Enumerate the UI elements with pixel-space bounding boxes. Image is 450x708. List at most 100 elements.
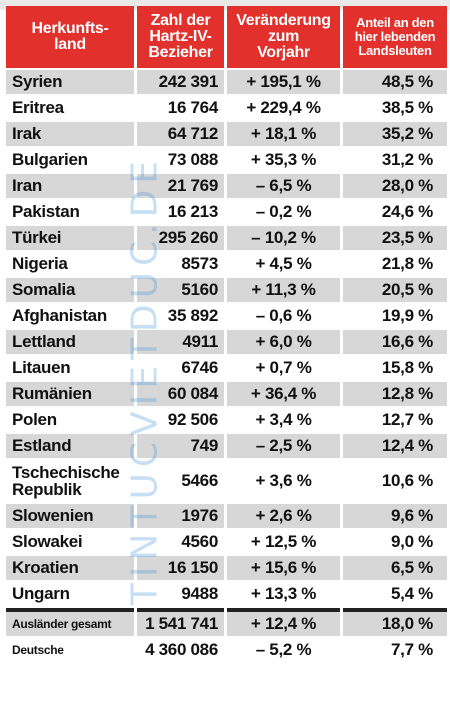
count-cell: 1 541 741 <box>137 608 224 636</box>
share-cell: 7,7 % <box>343 638 447 662</box>
change-cell: + 12,5 % <box>227 530 340 554</box>
count-cell: 92 506 <box>137 408 224 432</box>
count-cell: 295 260 <box>137 226 224 250</box>
count-cell: 35 892 <box>137 304 224 328</box>
change-cell: + 13,3 % <box>227 582 340 606</box>
table-row: Somalia 5160 + 11,3 % 20,5 % <box>6 278 447 302</box>
share-cell: 12,4 % <box>343 434 447 458</box>
change-cell: + 18,1 % <box>227 122 340 146</box>
share-cell: 24,6 % <box>343 200 447 224</box>
table-header-row: Herkunfts-land Zahl der Hartz-IV- Bezieher… <box>6 6 447 68</box>
count-cell: 4 360 086 <box>137 638 224 662</box>
country-cell: Deutsche <box>6 638 134 662</box>
change-cell: + 11,3 % <box>227 278 340 302</box>
table-row: Tschechische Republik 5466 + 3,6 % 10,6 % <box>6 460 447 502</box>
change-cell: – 10,2 % <box>227 226 340 250</box>
count-cell: 9488 <box>137 582 224 606</box>
table-totals: Ausländer gesamt 1 541 741 + 12,4 % 18,0 % D… <box>6 608 447 662</box>
table-row: Litauen 6746 + 0,7 % 15,8 % <box>6 356 447 380</box>
change-cell: + 229,4 % <box>227 96 340 120</box>
data-table: Herkunfts-land Zahl der Hartz-IV- Bezieher… <box>3 4 450 664</box>
table-row: Pakistan 16 213– 0,2 % 24,6 % <box>6 200 447 224</box>
share-cell: 6,5 % <box>343 556 447 580</box>
header-country: Herkunfts-land <box>6 6 134 68</box>
table-row: Slowenien 1976 + 2,6 % 9,6 % <box>6 504 447 528</box>
country-cell: Kroatien <box>6 556 134 580</box>
change-cell: + 15,6 % <box>227 556 340 580</box>
table-row: Rumänien 60 084 + 36,4 % 12,8 % <box>6 382 447 406</box>
table-row: Polen 92 506 + 3,4 % 12,7 % <box>6 408 447 432</box>
table-row: Türkei 295 260– 10,2 % 23,5 % <box>6 226 447 250</box>
table-row: Slowakei 4560 + 12,5 % 9,0 % <box>6 530 447 554</box>
share-cell: 20,5 % <box>343 278 447 302</box>
count-cell: 5160 <box>137 278 224 302</box>
count-cell: 4911 <box>137 330 224 354</box>
count-cell: 16 213 <box>137 200 224 224</box>
country-cell: Afghanistan <box>6 304 134 328</box>
share-cell: 38,5 % <box>343 96 447 120</box>
count-cell: 16 150 <box>137 556 224 580</box>
change-cell: + 2,6 % <box>227 504 340 528</box>
change-cell: + 6,0 % <box>227 330 340 354</box>
change-cell: – 0,2 % <box>227 200 340 224</box>
country-cell: Rumänien <box>6 382 134 406</box>
header-change: Veränderung zum Vorjahr <box>227 6 340 68</box>
count-cell: 242 391 <box>137 70 224 94</box>
count-cell: 64 712 <box>137 122 224 146</box>
count-cell: 5466 <box>137 460 224 502</box>
change-cell: + 195,1 % <box>227 70 340 94</box>
table-row: Syrien 242 391 + 195,1 % 48,5 % <box>6 70 447 94</box>
count-cell: 1976 <box>137 504 224 528</box>
table-row: Estland 749– 2,5 % 12,4 % <box>6 434 447 458</box>
header-count: Zahl der Hartz-IV- Bezieher <box>137 6 224 68</box>
share-cell: 18,0 % <box>343 608 447 636</box>
share-cell: 19,9 % <box>343 304 447 328</box>
share-cell: 31,2 % <box>343 148 447 172</box>
count-cell: 4560 <box>137 530 224 554</box>
table-row: Afghanistan 35 892– 0,6 % 19,9 % <box>6 304 447 328</box>
share-cell: 35,2 % <box>343 122 447 146</box>
top-strip <box>0 0 450 10</box>
share-cell: 12,8 % <box>343 382 447 406</box>
change-cell: – 5,2 % <box>227 638 340 662</box>
table-body: Syrien 242 391 + 195,1 % 48,5 % Eritrea 16 76… <box>6 70 447 606</box>
change-cell: + 4,5 % <box>227 252 340 276</box>
country-cell: Bulgarien <box>6 148 134 172</box>
country-cell: Ausländer gesamt <box>6 608 134 636</box>
count-cell: 21 769 <box>137 174 224 198</box>
table-row: Eritrea 16 764 + 229,4 % 38,5 % <box>6 96 447 120</box>
country-cell: Irak <box>6 122 134 146</box>
country-cell: Tschechische Republik <box>6 460 134 502</box>
country-cell: Türkei <box>6 226 134 250</box>
table-row: Kroatien 16 150 + 15,6 % 6,5 % <box>6 556 447 580</box>
count-cell: 8573 <box>137 252 224 276</box>
table-row: Irak 64 712 + 18,1 % 35,2 % <box>6 122 447 146</box>
count-cell: 6746 <box>137 356 224 380</box>
count-cell: 60 084 <box>137 382 224 406</box>
country-cell: Estland <box>6 434 134 458</box>
share-cell: 21,8 % <box>343 252 447 276</box>
table-row: Bulgarien 73 088 + 35,3 % 31,2 % <box>6 148 447 172</box>
country-cell: Polen <box>6 408 134 432</box>
country-cell: Somalia <box>6 278 134 302</box>
share-cell: 48,5 % <box>343 70 447 94</box>
country-cell: Pakistan <box>6 200 134 224</box>
share-cell: 12,7 % <box>343 408 447 432</box>
change-cell: – 6,5 % <box>227 174 340 198</box>
table-row: Lettland 4911 + 6,0 % 16,6 % <box>6 330 447 354</box>
table-row: Deutsche 4 360 086– 5,2 % 7,7 % <box>6 638 447 662</box>
change-cell: – 2,5 % <box>227 434 340 458</box>
share-cell: 23,5 % <box>343 226 447 250</box>
change-cell: + 3,4 % <box>227 408 340 432</box>
country-cell: Nigeria <box>6 252 134 276</box>
share-cell: 28,0 % <box>343 174 447 198</box>
share-cell: 10,6 % <box>343 460 447 502</box>
country-cell: Lettland <box>6 330 134 354</box>
country-cell: Ungarn <box>6 582 134 606</box>
change-cell: + 12,4 % <box>227 608 340 636</box>
share-cell: 5,4 % <box>343 582 447 606</box>
country-cell: Eritrea <box>6 96 134 120</box>
share-cell: 9,0 % <box>343 530 447 554</box>
count-cell: 73 088 <box>137 148 224 172</box>
